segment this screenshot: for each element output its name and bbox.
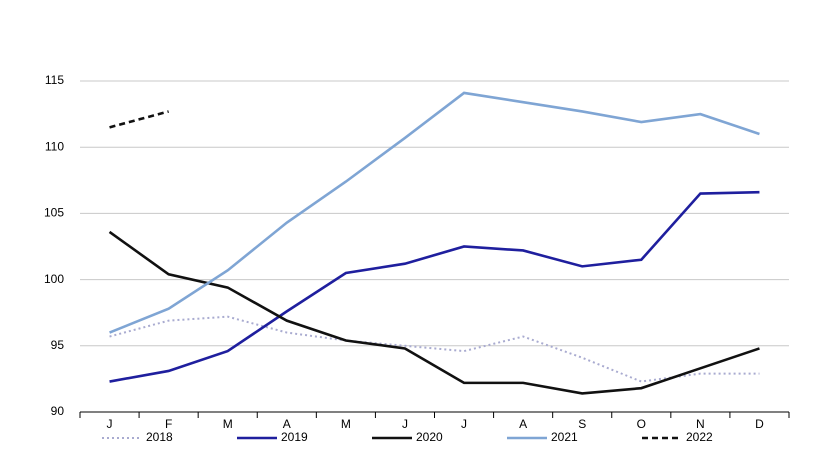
y-tick-label: 90 (51, 404, 65, 418)
y-tick-label: 100 (44, 272, 64, 286)
y-tick-label: 115 (45, 73, 64, 87)
x-tick-label: O (637, 417, 646, 431)
x-tick-label: S (578, 417, 586, 431)
x-tick-label: D (755, 417, 764, 431)
y-tick-label: 95 (51, 338, 65, 352)
legend-label: 2019 (281, 430, 308, 444)
y-tick-label: 110 (45, 139, 64, 153)
x-tick-label: J (461, 417, 467, 431)
series-line (109, 190, 760, 383)
x-tick-label: J (107, 417, 113, 431)
x-tick-label: A (519, 417, 527, 431)
legend-label: 2020 (416, 430, 443, 444)
series-line (109, 91, 760, 334)
x-tick-label: F (165, 417, 172, 431)
legend-label: 2022 (686, 430, 713, 444)
x-tick-label: M (341, 417, 351, 431)
y-tick-label: 105 (44, 206, 64, 220)
legend-label: 2018 (146, 430, 173, 444)
x-tick-label: N (696, 417, 705, 431)
legend-label: 2021 (551, 430, 578, 444)
series-line (109, 110, 169, 129)
x-tick-label: M (223, 417, 233, 431)
series-line (108, 230, 760, 395)
series-line (109, 315, 760, 383)
x-tick-label: J (402, 417, 408, 431)
x-tick-label: A (283, 417, 291, 431)
